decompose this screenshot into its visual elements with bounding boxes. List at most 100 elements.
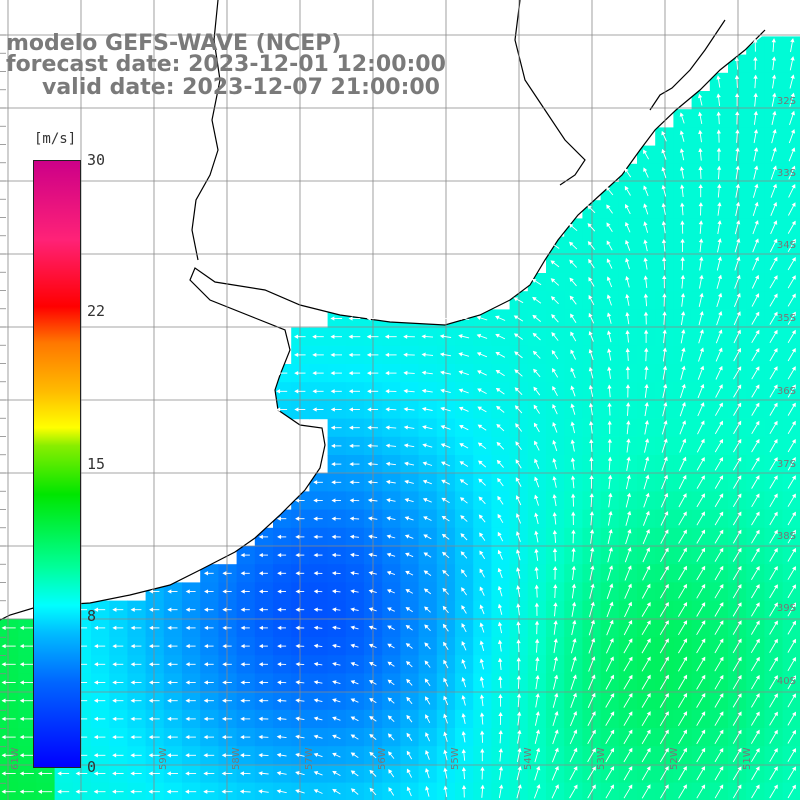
wind-arrow-head <box>367 461 372 467</box>
wind-arrow-head <box>350 716 356 721</box>
wind-arrow-head <box>313 643 319 649</box>
wind-arrow-head <box>719 420 723 426</box>
wind-arrow-head <box>422 443 427 448</box>
wind-arrow-head <box>330 370 335 376</box>
wind-arrow-head <box>554 729 559 734</box>
wind-arrow-head <box>422 425 427 430</box>
wind-arrow-head <box>277 534 282 540</box>
wind-arrow-head <box>754 238 759 243</box>
coastline <box>0 0 766 621</box>
wind-arrow-head <box>682 474 687 480</box>
wind-arrow-head <box>755 620 760 625</box>
wind-arrow-head <box>737 583 742 589</box>
wind-arrow-head <box>792 602 796 607</box>
wind-arrow-head <box>516 567 521 572</box>
wind-arrow-head <box>717 256 722 261</box>
wind-arrow-head <box>679 112 684 117</box>
wind-arrow-head <box>479 694 485 699</box>
wind-arrow-head <box>330 425 335 430</box>
wind-arrow-head <box>406 786 411 791</box>
wind-arrow-head <box>239 789 245 794</box>
wind-arrow-head <box>130 662 135 667</box>
wind-arrow-head <box>608 528 613 534</box>
wind-arrow-head <box>792 638 796 644</box>
wind-arrow-head <box>350 680 356 685</box>
wind-arrow-head <box>662 383 668 389</box>
wind-arrow-head <box>663 438 668 443</box>
wind-arrow-head <box>719 711 724 716</box>
wind-arrow-head <box>737 438 742 444</box>
wind-arrow-head <box>773 493 778 498</box>
wind-arrow-head <box>607 438 613 443</box>
wind-arrow-head <box>773 638 778 644</box>
wind-arrow-head <box>645 474 650 480</box>
wind-arrow-head <box>221 789 226 794</box>
wind-arrow-head <box>755 311 760 317</box>
wind-arrow-head <box>240 753 245 758</box>
wind-arrow-head <box>606 312 612 317</box>
wind-arrow-head <box>628 638 633 643</box>
wind-arrow-head <box>718 329 723 334</box>
wind-arrow-head <box>258 643 263 649</box>
wind-arrow-head <box>700 456 705 462</box>
wind-arrow-head <box>718 311 723 316</box>
wind-arrow-head <box>737 674 742 680</box>
lon-label: 59W <box>158 747 169 770</box>
wind-arrow-head <box>479 622 484 627</box>
wind-arrow-head <box>185 789 190 794</box>
wind-arrow-head <box>148 698 153 703</box>
wind-arrow-head <box>719 656 724 662</box>
wind-arrow-head <box>221 716 227 722</box>
wind-arrow-head <box>295 752 300 758</box>
wind-arrow-head <box>588 366 593 372</box>
wind-arrow-head <box>568 223 574 228</box>
wind-cell <box>327 782 347 800</box>
wind-arrow-head <box>477 406 482 411</box>
wind-arrow-head <box>791 183 796 189</box>
wind-arrow-head <box>369 751 374 757</box>
wind-arrow-head <box>643 293 649 298</box>
wind-arrow-head <box>661 238 667 244</box>
wind-arrow-head <box>553 656 559 661</box>
wind-arrow-head <box>459 443 464 448</box>
wind-arrow-head <box>551 314 556 319</box>
wind-arrow-head <box>167 698 172 703</box>
wind-arrow-head <box>533 422 538 428</box>
wind-arrow-head <box>626 438 631 443</box>
wind-arrow-head <box>19 662 24 667</box>
wind-arrow-head <box>240 698 245 703</box>
wind-arrow-head <box>792 693 796 698</box>
wind-arrow-head <box>771 56 777 61</box>
wind-arrow-head <box>476 352 482 357</box>
wind-arrow-head <box>167 734 172 740</box>
wind-arrow-head <box>773 238 778 244</box>
wind-arrow-head <box>646 784 651 789</box>
wind-arrow-head <box>719 747 724 753</box>
wind-arrow-head <box>572 674 577 679</box>
wind-arrow-head <box>277 662 282 667</box>
wind-arrow-head <box>332 788 337 793</box>
wind-arrow-head <box>606 204 611 210</box>
wind-arrow-head <box>166 771 171 776</box>
wind-arrow-head <box>532 350 538 356</box>
wind-arrow-head <box>387 643 392 648</box>
wind-arrow-head <box>424 606 429 611</box>
wind-arrow-head <box>313 552 318 558</box>
wind-arrow-head <box>384 334 390 339</box>
wind-arrow-head <box>19 771 24 776</box>
wind-arrow-head <box>477 370 482 375</box>
wind-arrow-head <box>700 402 705 407</box>
wind-cell <box>782 782 800 800</box>
wind-arrow-head <box>387 661 393 666</box>
wind-arrow-head <box>497 531 502 537</box>
wind-arrow-head <box>791 420 796 426</box>
wind-arrow-head <box>386 589 392 594</box>
wind-arrow-head <box>698 238 704 243</box>
wind-arrow-head <box>458 370 463 375</box>
wind-arrow-head <box>737 475 742 480</box>
wind-arrow-head <box>423 552 429 557</box>
wind-arrow-head <box>552 547 558 553</box>
wind-arrow-head <box>534 440 538 446</box>
wind-arrow-head <box>258 589 263 594</box>
